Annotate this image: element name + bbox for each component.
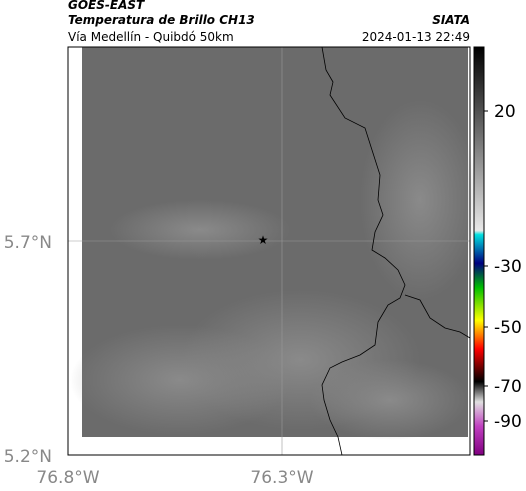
colorbar-label: -90 bbox=[494, 412, 522, 432]
route: Vía Medellín - Quibdó 50km bbox=[68, 30, 234, 44]
subtitle: Temperatura de Brillo CH13 bbox=[68, 13, 255, 27]
colorbar-label: 20 bbox=[494, 102, 516, 122]
map-border bbox=[67, 46, 471, 456]
colorbar bbox=[473, 46, 485, 456]
location-marker: ★ bbox=[258, 233, 269, 247]
colorbar-label: -30 bbox=[494, 257, 522, 277]
cloud bbox=[360, 100, 480, 300]
title: GOES-EAST bbox=[68, 0, 145, 12]
lat-label: 5.7°N bbox=[4, 233, 52, 253]
lon-label: 76.3°W bbox=[250, 468, 313, 488]
cloud bbox=[310, 360, 470, 440]
lat-label: 5.2°N bbox=[4, 447, 52, 467]
colorbar-label: -50 bbox=[494, 318, 522, 338]
colorbar-ticks: 20 -30 -50 -70 -90 bbox=[484, 102, 522, 432]
border bbox=[321, 46, 406, 456]
datetime: 2024-01-13 22:49 bbox=[362, 30, 470, 44]
border bbox=[404, 294, 471, 339]
lon-label: 76.8°W bbox=[36, 468, 99, 488]
source: SIATA bbox=[432, 13, 470, 27]
colorbar-label: -70 bbox=[494, 377, 522, 397]
cloud bbox=[110, 200, 290, 260]
